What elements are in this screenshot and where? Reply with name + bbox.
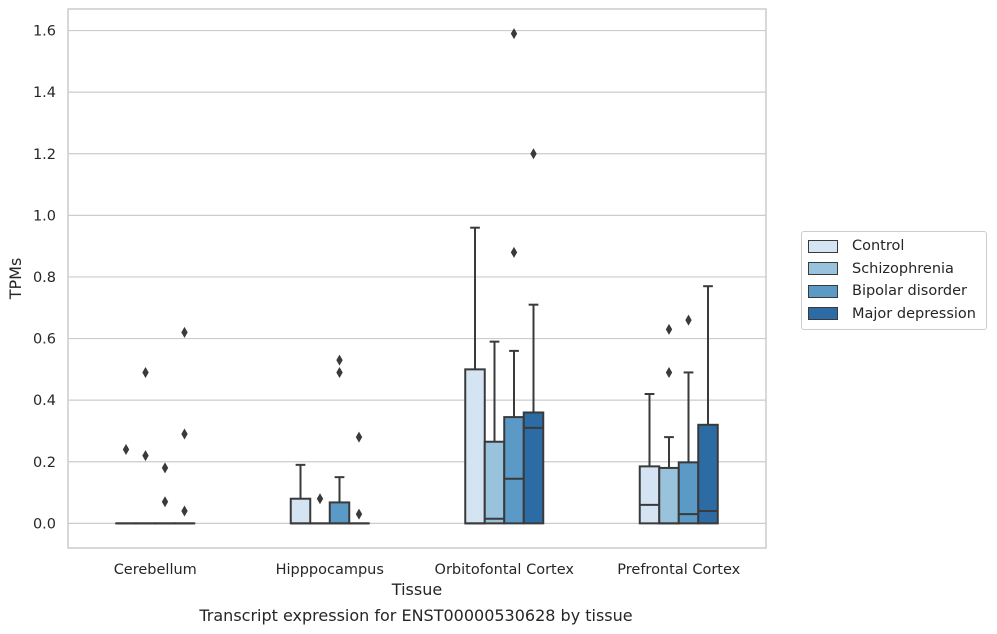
box-2-2 bbox=[503, 28, 525, 525]
y-tick-label: 0.6 bbox=[33, 332, 56, 348]
box-0-3 bbox=[638, 393, 661, 525]
y-tick-label: 1.0 bbox=[33, 208, 56, 224]
chart-caption: Transcript expression for ENST0000053062… bbox=[199, 606, 633, 625]
box-1-0 bbox=[134, 366, 157, 525]
box-iqr bbox=[328, 501, 351, 525]
legend-swatch-control bbox=[808, 239, 838, 253]
box-2-3 bbox=[677, 314, 700, 525]
box-iqr bbox=[658, 466, 680, 525]
x-axis-label: Tissue bbox=[391, 580, 442, 599]
box-3-2 bbox=[522, 148, 545, 525]
outlier-point bbox=[665, 366, 673, 378]
x-tick-label: Orbitofontal Cortex bbox=[435, 562, 575, 578]
legend-label-bipolar-disorder: Bipolar disorder bbox=[852, 283, 967, 300]
legend-item-major-depression: Major depression bbox=[802, 303, 986, 326]
outlier-point bbox=[530, 148, 537, 160]
box-iqr bbox=[483, 440, 506, 525]
outlier-point bbox=[181, 428, 188, 440]
y-tick-label: 1.2 bbox=[33, 147, 56, 163]
y-tick-label: 0.0 bbox=[33, 516, 56, 532]
outlier-point bbox=[316, 493, 324, 505]
box-1-2 bbox=[483, 340, 506, 525]
box-iqr bbox=[503, 416, 525, 525]
outlier-point bbox=[355, 431, 363, 443]
box-iqr bbox=[522, 411, 545, 525]
x-tick-label: Prefrontal Cortex bbox=[617, 562, 740, 578]
outlier-point bbox=[355, 508, 363, 520]
outlier-point bbox=[122, 443, 130, 455]
outlier-point bbox=[336, 354, 343, 366]
box-iqr bbox=[697, 423, 719, 525]
y-tick-label: 1.6 bbox=[33, 24, 56, 40]
outlier-point bbox=[161, 462, 169, 474]
box-3-1 bbox=[348, 431, 370, 525]
legend-item-control: Control bbox=[802, 235, 986, 258]
outlier-point bbox=[336, 366, 343, 378]
legend-swatch-major-depression bbox=[808, 307, 838, 321]
legend-swatch-bipolar-disorder bbox=[808, 284, 838, 298]
box-iqr bbox=[638, 465, 661, 525]
box-1-3 bbox=[658, 323, 680, 525]
legend-label-control: Control bbox=[852, 238, 905, 255]
y-tick-label: 0.4 bbox=[33, 393, 56, 409]
chart-legend: Control Schizophrenia Bipolar disorder M… bbox=[801, 231, 987, 330]
y-tick-label: 0.8 bbox=[33, 270, 56, 286]
legend-item-bipolar-disorder: Bipolar disorder bbox=[802, 280, 986, 303]
box-3-3 bbox=[697, 285, 719, 525]
y-tick-label: 0.2 bbox=[33, 455, 56, 471]
y-tick-label: 1.4 bbox=[33, 85, 56, 101]
outlier-point bbox=[142, 450, 149, 462]
box-3-0 bbox=[173, 326, 196, 525]
outlier-point bbox=[510, 28, 518, 40]
outlier-point bbox=[142, 366, 149, 378]
outlier-point bbox=[181, 505, 188, 517]
box-iqr bbox=[289, 497, 312, 525]
x-tick-label: Cerebellum bbox=[114, 562, 197, 578]
outlier-point bbox=[181, 326, 188, 338]
legend-swatch-schizophrenia bbox=[808, 262, 838, 276]
x-tick-label: Hipppocampus bbox=[276, 562, 384, 578]
plot-frame bbox=[67, 8, 767, 549]
y-axis-label: TPMs bbox=[6, 258, 25, 301]
outlier-point bbox=[161, 496, 169, 508]
outlier-point bbox=[510, 246, 518, 258]
box-2-0 bbox=[154, 462, 176, 525]
legend-item-schizophrenia: Schizophrenia bbox=[802, 258, 986, 281]
box-0-2 bbox=[464, 226, 486, 525]
box-2-1 bbox=[328, 354, 351, 525]
outlier-point bbox=[685, 314, 692, 326]
box-iqr bbox=[464, 368, 486, 525]
box-1-1 bbox=[309, 493, 331, 525]
outlier-point bbox=[665, 323, 673, 335]
legend-label-schizophrenia: Schizophrenia bbox=[852, 260, 954, 277]
legend-label-major-depression: Major depression bbox=[852, 305, 976, 322]
box-0-1 bbox=[289, 463, 312, 525]
box-0-0 bbox=[115, 443, 137, 525]
